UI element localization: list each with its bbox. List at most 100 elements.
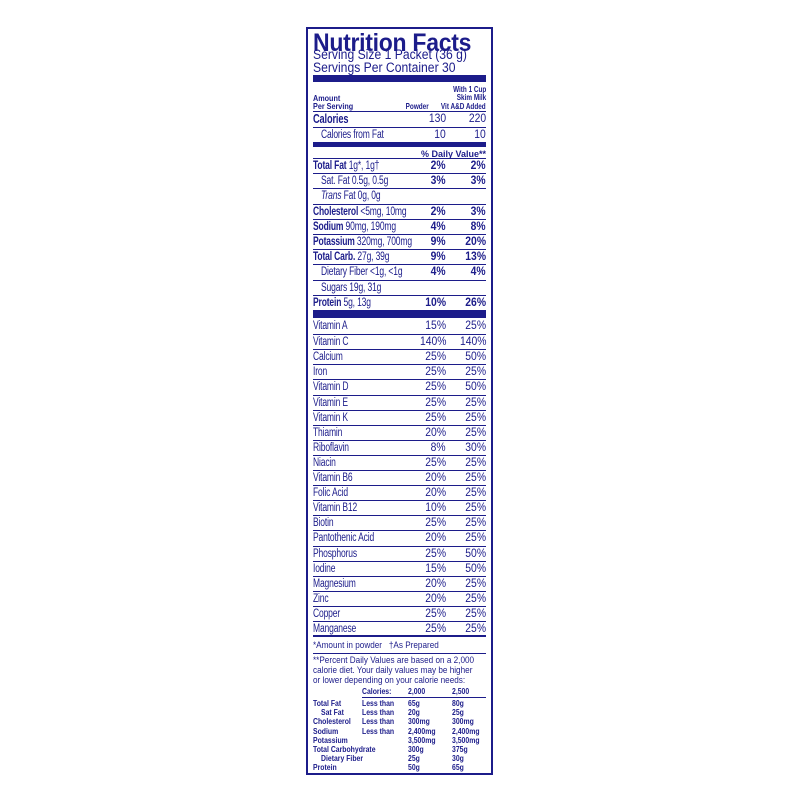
dv-table-cell: 2,400mg xyxy=(452,725,480,736)
vitamin-name: Vitamin D xyxy=(313,381,349,394)
footnote-prepared-text: †As Prepared xyxy=(388,640,439,651)
dv-table-cell: 25g xyxy=(408,753,420,764)
footnote-divider-2 xyxy=(313,653,486,654)
nutrient-label: Cholesterol <5mg, 10mg xyxy=(313,205,407,220)
vitamin-row: Vitamin D 25% 50% xyxy=(313,379,486,395)
dv-table-row: Total Carbohydrate 300g 375g xyxy=(313,744,486,754)
servings-per-container: Servings Per Container 30 xyxy=(313,60,456,75)
vitamin-dv-powder: 25% xyxy=(425,547,446,560)
milk-column-heading-2: Skim Milk xyxy=(456,92,486,102)
vitamin-dv-powder: 25% xyxy=(425,456,446,469)
vitamin-name: Thiamin xyxy=(313,426,343,439)
vitamin-name: Vitamin B12 xyxy=(313,502,358,515)
vitamin-name: Vitamin K xyxy=(313,411,348,424)
vitamin-dv-milk: 25% xyxy=(465,517,486,530)
dv-table-cell: Less than xyxy=(362,725,395,736)
dv-table-cell: Dietary Fiber xyxy=(321,753,364,764)
vitamin-row: Vitamin B12 10% 25% xyxy=(313,500,486,516)
nutrient-name: Protein xyxy=(313,296,342,309)
dv-table-cell: 300mg xyxy=(452,716,474,727)
nutrient-row: Total Fat 1g*, 1g† 2% 2% xyxy=(313,158,486,174)
dv-table-cell: 30g xyxy=(452,753,464,764)
nutrient-label: Sugars 19g, 31g xyxy=(321,281,381,296)
nutrient-name: Dietary Fiber <1g, <1g xyxy=(321,266,403,279)
vitamin-row: Vitamin A 15% 25% xyxy=(313,319,486,334)
dv-table-cell: Less than xyxy=(362,698,395,708)
dv-table-cell: Less than xyxy=(362,716,395,727)
nutrient-name: Cholesterol xyxy=(313,205,359,218)
vitamin-dv-milk: 25% xyxy=(465,366,486,379)
nutrient-label: Sodium 90mg, 190mg xyxy=(313,220,396,235)
nutrient-dv-powder: 4% xyxy=(431,220,446,233)
vitamin-name: Iron xyxy=(313,366,328,379)
powder-column-heading: Powder xyxy=(405,101,429,111)
nutrient-label: Total Fat 1g*, 1g† xyxy=(313,159,379,174)
nutrient-label: Protein 5g, 13g xyxy=(313,296,371,311)
dv-table-cell: Calories: xyxy=(362,686,392,696)
vitamin-dv-milk: 25% xyxy=(465,396,486,409)
calories-from-fat-milk: 10 xyxy=(474,129,486,141)
calories-from-fat-label: Calories from Fat xyxy=(321,129,384,141)
footnote-dv-1: **Percent Daily Values are based on a 2,… xyxy=(313,655,475,666)
vitamin-dv-powder: 20% xyxy=(425,577,446,590)
vitamin-name: Vitamin E xyxy=(313,396,348,409)
nutrient-name: Potassium xyxy=(313,236,355,248)
vitamin-dv-milk: 25% xyxy=(465,607,486,620)
vitamin-dv-powder: 25% xyxy=(425,351,446,364)
nutrient-label: Trans Fat 0g, 0g xyxy=(321,189,381,204)
per-serving-heading: Per Serving xyxy=(313,101,354,111)
nutrient-row: Sugars 19g, 31g xyxy=(313,279,486,296)
dv-table-cell: 65g xyxy=(408,698,420,708)
vitamin-dv-milk: 25% xyxy=(465,456,486,469)
vitamin-dv-powder: 25% xyxy=(425,623,446,635)
vitamin-dv-milk: 50% xyxy=(465,547,486,560)
vitamin-dv-milk: 25% xyxy=(465,426,486,439)
vitamin-row: Biotin 25% 25% xyxy=(313,515,486,531)
dv-table-cell: 3,500mg xyxy=(408,734,436,745)
dv-table-row: Protein 50g 65g xyxy=(313,762,486,773)
nutrient-amount: Fat 0g, 0g xyxy=(341,190,381,203)
dv-table-header: Calories: 2,000 2,500 xyxy=(313,686,486,696)
vitamin-dv-powder: 15% xyxy=(425,320,446,332)
nutrient-dv-powder: 2% xyxy=(431,205,446,218)
vitamin-name: Zinc xyxy=(313,592,329,605)
nutrient-dv-powder: 3% xyxy=(431,175,446,188)
vitamin-dv-powder: 25% xyxy=(425,396,446,409)
thick-divider-vitamins xyxy=(313,310,486,318)
nutrient-dv-milk: 4% xyxy=(471,266,486,279)
nutrient-dv-milk: 2% xyxy=(471,160,486,172)
dv-table-row: Dietary Fiber 25g 30g xyxy=(313,753,486,764)
vitamin-dv-powder: 20% xyxy=(425,426,446,439)
nutrient-name: Sat. Fat 0.5g, 0.5g xyxy=(321,175,389,188)
dv-table-cell: 2,400mg xyxy=(408,725,436,736)
nutrient-name: Sugars 19g, 31g xyxy=(321,281,382,294)
nutrient-name: Sodium xyxy=(313,220,344,233)
serving-size: Serving Size 1 Packet (36 g) xyxy=(313,47,467,62)
footnote-divider xyxy=(313,635,486,637)
vitamin-row: Vitamin E 25% 25% xyxy=(313,394,486,411)
calories-from-fat-powder: 10 xyxy=(434,129,446,141)
calories-row: Calories 130 220 xyxy=(313,111,486,128)
dv-table-row: Cholesterol Less than 300mg 300mg xyxy=(313,716,486,727)
footnote-dv-2: calorie diet. Your daily values may be h… xyxy=(313,665,473,676)
dv-table-cell: Potassium xyxy=(313,734,348,745)
vitamin-dv-powder: 25% xyxy=(425,517,446,530)
nutrient-dv-milk: 3% xyxy=(471,205,486,218)
dv-table-row: Sat Fat Less than 20g 25g xyxy=(313,707,486,717)
vitamin-dv-milk: 25% xyxy=(465,411,486,424)
dv-table-cell: 300mg xyxy=(408,716,430,727)
vitamin-name: Iodine xyxy=(313,562,336,575)
dv-table-row: Sodium Less than 2,400mg 2,400mg xyxy=(313,725,486,736)
dv-table-cell: Total Carbohydrate xyxy=(313,744,376,754)
vitamin-row: Magnesium 20% 25% xyxy=(313,575,486,592)
vitamin-dv-milk: 30% xyxy=(465,441,486,454)
nutrient-dv-milk: 8% xyxy=(471,220,486,233)
vitamin-dv-powder: 8% xyxy=(431,441,446,454)
vitamin-name: Magnesium xyxy=(313,577,356,590)
vitamin-dv-milk: 50% xyxy=(465,381,486,394)
vitamin-dv-milk: 25% xyxy=(465,487,486,500)
nutrient-row: Cholesterol <5mg, 10mg 2% 3% xyxy=(313,203,486,220)
vitamin-name: Copper xyxy=(313,607,341,620)
dv-table-cell: 50g xyxy=(408,762,420,773)
vitamin-dv-powder: 20% xyxy=(425,592,446,605)
